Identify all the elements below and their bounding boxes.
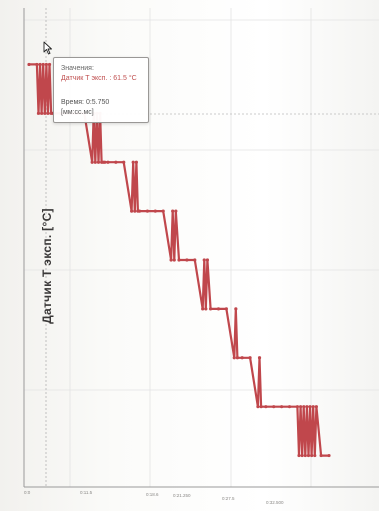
data-point [201, 307, 205, 311]
data-point [297, 453, 301, 458]
data-point [131, 160, 135, 164]
data-point [153, 209, 157, 213]
data-point [122, 160, 126, 164]
data-point [90, 160, 94, 164]
data-point [130, 209, 134, 213]
data-point [44, 62, 48, 67]
data-point [137, 209, 142, 213]
tooltip-time: Время: 0:5.750 [мм:сс.мс] [61, 99, 110, 116]
data-point [280, 405, 284, 409]
data-point [264, 405, 268, 409]
data-point [174, 209, 178, 213]
data-point [202, 258, 206, 262]
data-point [208, 307, 213, 311]
x-tick-label: 0:11.5 [80, 490, 93, 495]
data-point [172, 258, 176, 262]
x-tick-label: 0:32.500 [266, 500, 284, 505]
data-point [300, 453, 304, 458]
data-point [216, 307, 221, 311]
mouse-cursor-icon [43, 41, 52, 55]
data-point [27, 62, 31, 67]
data-point [193, 258, 197, 262]
data-point [133, 209, 137, 213]
data-point [185, 258, 189, 262]
x-tick-label: 0:27.5 [222, 496, 235, 501]
data-point [257, 356, 262, 360]
data-point [311, 405, 315, 409]
data-point [287, 405, 292, 409]
data-point [47, 62, 52, 67]
x-tick-label: 0:18.6 [146, 492, 159, 497]
data-point [204, 307, 208, 311]
data-point [224, 307, 228, 311]
data-point [235, 356, 240, 360]
data-point [232, 356, 236, 360]
data-point [327, 453, 331, 458]
value-tooltip: Значения: Датчик Т эксп. : 61.5 °C Время… [53, 57, 149, 123]
x-tick-label: 0:0 [24, 490, 31, 495]
data-point [171, 209, 175, 213]
data-point [41, 62, 45, 67]
data-point [240, 356, 244, 360]
data-point [248, 356, 252, 360]
tooltip-value: Датчик Т эксп. : 61.5 °C [61, 75, 137, 82]
tooltip-title: Значения: [61, 65, 94, 72]
data-point [310, 453, 314, 458]
data-point [256, 405, 260, 409]
data-point [295, 405, 300, 409]
data-point [313, 453, 317, 458]
y-axis-label: Датчик Т эксп. [°C] [40, 208, 54, 324]
data-point [314, 405, 318, 409]
data-point [96, 160, 101, 164]
data-point [319, 453, 323, 458]
data-point [306, 453, 311, 458]
data-point [145, 209, 150, 213]
data-point [36, 111, 41, 115]
data-point [114, 160, 118, 164]
data-point [303, 453, 307, 458]
data-point [35, 62, 39, 67]
data-point [169, 258, 173, 262]
data-point [38, 62, 42, 67]
data-point [205, 258, 210, 262]
data-point [161, 209, 165, 213]
data-point [177, 258, 181, 262]
x-tick-label: 0:21.250 [173, 493, 191, 498]
data-point [298, 405, 303, 409]
data-point [234, 307, 238, 311]
data-point [46, 111, 50, 115]
data-point [302, 405, 306, 409]
data-point [106, 160, 110, 164]
data-point [305, 405, 309, 409]
data-point [134, 160, 138, 164]
data-point [259, 405, 263, 409]
data-point [43, 111, 47, 115]
data-point [272, 405, 276, 409]
data-point [93, 160, 97, 164]
data-point [40, 111, 44, 115]
data-point [103, 160, 107, 164]
data-point [308, 405, 312, 409]
